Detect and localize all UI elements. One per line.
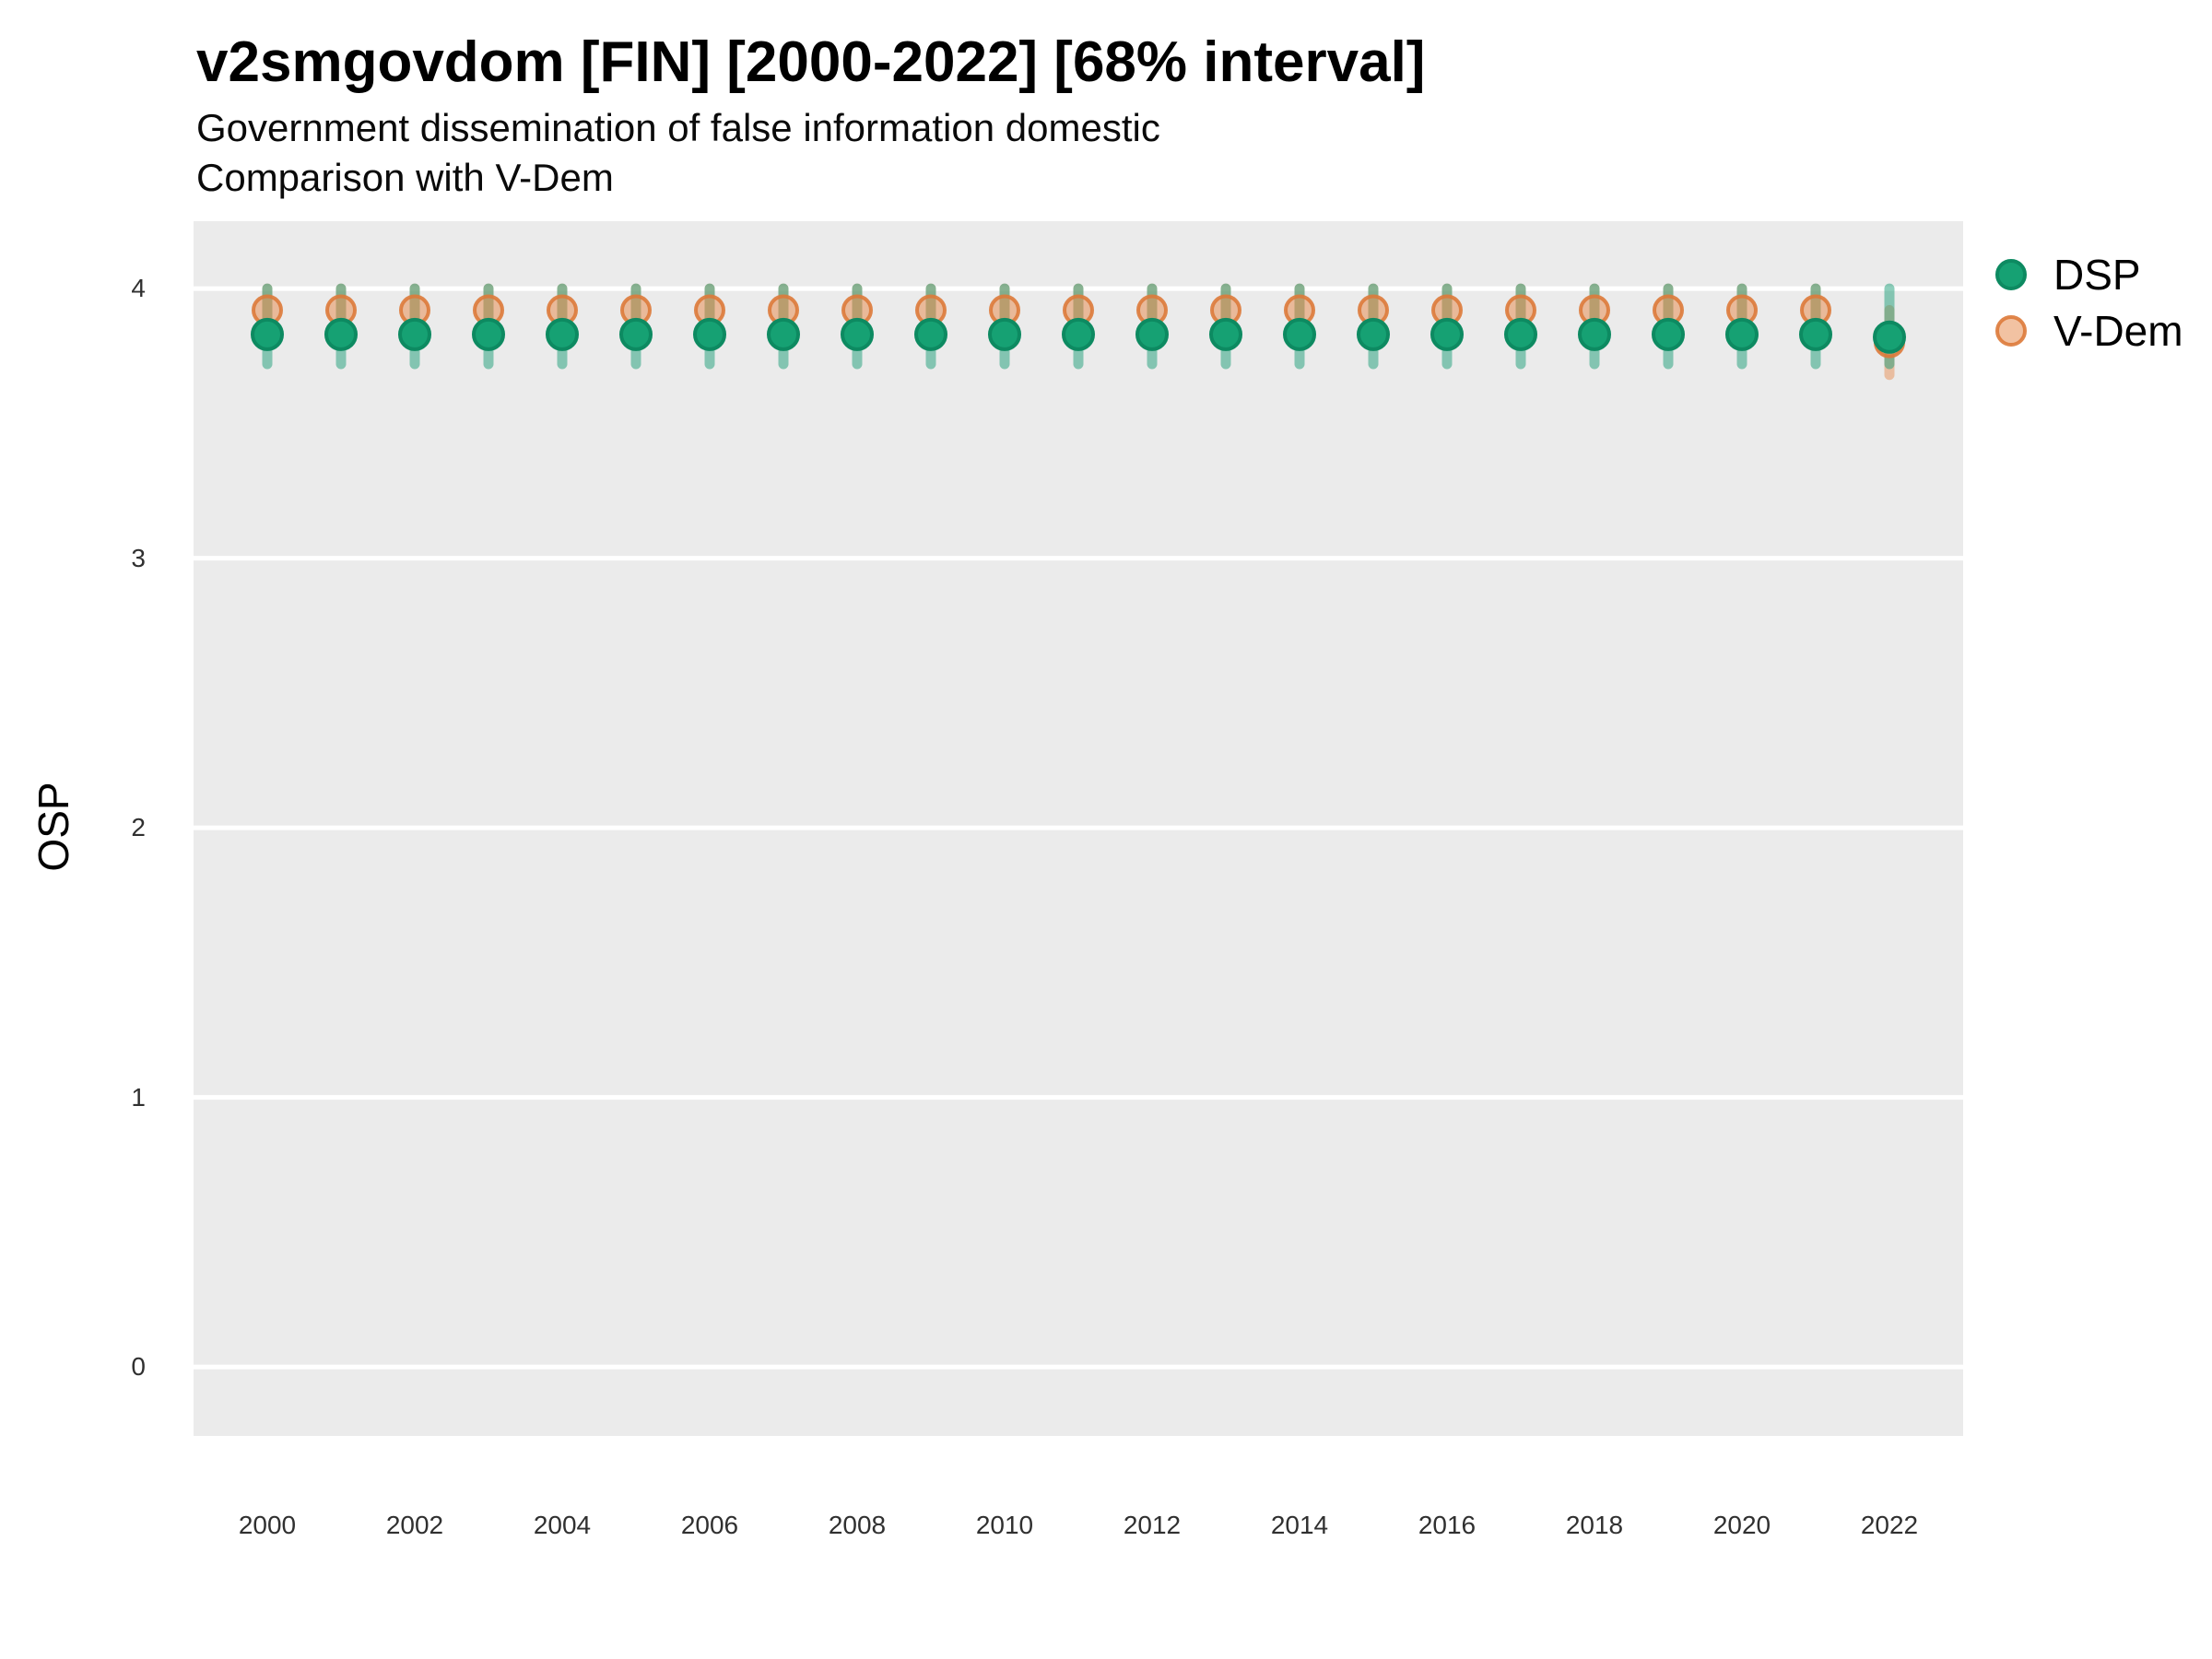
dsp-point bbox=[1799, 317, 1832, 351]
dsp-point bbox=[1283, 317, 1316, 351]
dsp-point bbox=[693, 317, 726, 351]
y-tick-label-3: 3 bbox=[131, 543, 146, 572]
dsp-point bbox=[1725, 317, 1759, 351]
legend-item-dsp: DSP bbox=[1991, 251, 2183, 299]
chart-subtitle-line2: Comparison with V-Dem bbox=[196, 156, 614, 199]
dsp-point bbox=[398, 317, 431, 351]
dsp-point bbox=[1209, 317, 1242, 351]
dsp-point bbox=[1504, 317, 1537, 351]
y-tick-label-4: 4 bbox=[131, 274, 146, 303]
x-tick-label-2010: 2010 bbox=[975, 1511, 1034, 1539]
x-tick-label-2008: 2008 bbox=[828, 1511, 887, 1539]
dsp-point bbox=[472, 317, 505, 351]
dsp-point bbox=[1062, 317, 1095, 351]
dsp-point bbox=[1652, 317, 1685, 351]
x-tick-label-2002: 2002 bbox=[385, 1511, 444, 1539]
dsp-point bbox=[324, 317, 358, 351]
dsp-legend-circle bbox=[1995, 259, 2027, 290]
chart-subtitle-line1: Government dissemination of false inform… bbox=[196, 106, 1160, 149]
vdem-legend-marker-icon bbox=[1995, 315, 2027, 347]
chart-title: v2smgovdom [FIN] [2000-2022] [68% interv… bbox=[196, 30, 1426, 94]
x-tick-label-2018: 2018 bbox=[1565, 1511, 1624, 1539]
dsp-point bbox=[251, 317, 284, 351]
x-tick-label-2012: 2012 bbox=[1123, 1511, 1182, 1539]
plot-svg bbox=[194, 283, 1963, 1370]
x-tick-label-2004: 2004 bbox=[533, 1511, 592, 1539]
legend-item-vdem: V-Dem bbox=[1991, 307, 2183, 355]
dsp-point bbox=[619, 317, 653, 351]
x-tick-label-2014: 2014 bbox=[1270, 1511, 1329, 1539]
x-tick-label-2016: 2016 bbox=[1418, 1511, 1477, 1539]
legend-label-dsp: DSP bbox=[2053, 251, 2141, 299]
dsp-point bbox=[1873, 320, 1906, 354]
dsp-point bbox=[767, 317, 800, 351]
dsp-point bbox=[841, 317, 874, 351]
dsp-point bbox=[914, 317, 947, 351]
dsp-point bbox=[1578, 317, 1611, 351]
y-tick-label-1: 1 bbox=[131, 1082, 146, 1112]
vdem-legend-circle bbox=[1995, 315, 2027, 347]
x-tick-label-2022: 2022 bbox=[1860, 1511, 1919, 1539]
x-tick-label-2000: 2000 bbox=[238, 1511, 297, 1539]
dsp-point bbox=[546, 317, 579, 351]
y-tick-label-0: 0 bbox=[131, 1352, 146, 1382]
dsp-point bbox=[1357, 317, 1390, 351]
dsp-point bbox=[988, 317, 1021, 351]
y-tick-label-2: 2 bbox=[131, 813, 146, 842]
x-tick-label-2020: 2020 bbox=[1712, 1511, 1771, 1539]
legend: DSP V-Dem bbox=[1991, 251, 2183, 355]
dsp-legend-marker-icon bbox=[1995, 259, 2027, 290]
x-tick-label-2006: 2006 bbox=[680, 1511, 739, 1539]
dsp-point bbox=[1430, 317, 1464, 351]
dsp-point bbox=[1135, 317, 1169, 351]
legend-label-vdem: V-Dem bbox=[2053, 307, 2183, 355]
